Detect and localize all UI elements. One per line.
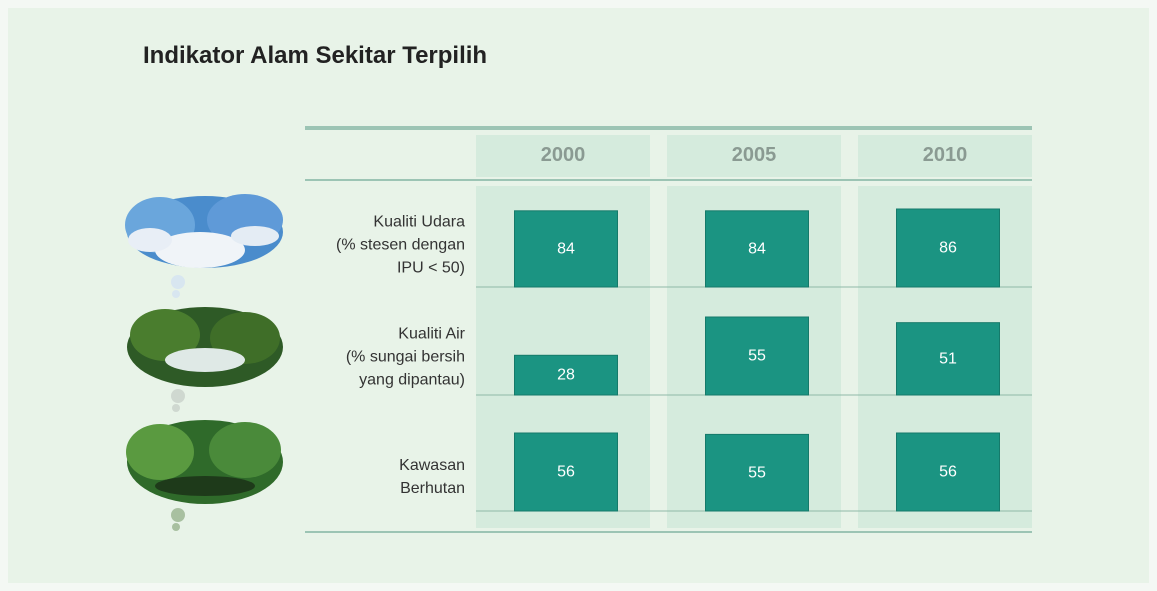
value-label: 55 [748,347,766,365]
bar [896,432,1000,512]
row-label: Kualiti Udara (% stesen dengan IPU < 50) [336,213,465,277]
bar [705,433,809,512]
bar [896,208,1000,288]
value-label: 84 [748,240,766,258]
bar [705,210,809,288]
header-rule [305,179,1032,181]
value-label: 84 [557,240,575,258]
value-label: 56 [557,463,575,481]
top-rule [305,126,1032,130]
cloud-air [125,194,283,298]
column-header-bg [476,135,650,177]
value-label: 55 [748,464,766,482]
bar [896,322,1000,396]
bar [514,432,618,512]
row-label: Kualiti Air (% sungai bersih yang dipant… [345,325,465,389]
row-label: Kawasan Berhutan [399,457,465,497]
bar [705,316,809,396]
cloud-water [127,307,283,412]
bar [514,210,618,288]
value-label: 51 [939,350,957,368]
bottom-rule [305,531,1032,533]
chart-title: Indikator Alam Sekitar Terpilih [143,42,488,69]
column-header: 2000 [540,144,586,166]
value-label: 56 [939,463,957,481]
cloud-forest [126,420,283,531]
column-header: 2010 [922,144,968,166]
value-label: 86 [939,239,957,257]
bar [514,354,618,396]
value-label: 28 [557,366,575,384]
column-header-bg [667,135,841,177]
column-header-bg [858,135,1032,177]
column-header: 2005 [731,144,777,166]
